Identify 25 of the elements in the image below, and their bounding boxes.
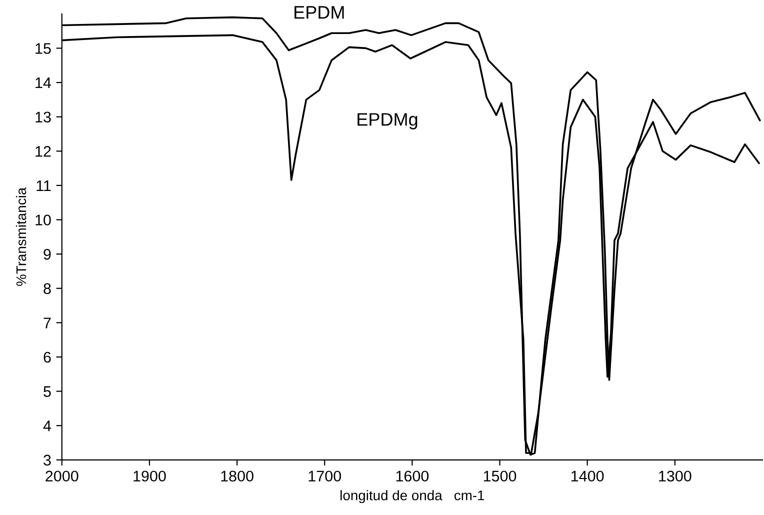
y-tick-label: 4 xyxy=(43,420,52,432)
y-tick-label: 9 xyxy=(44,248,51,260)
x-tick-label: 1400 xyxy=(572,470,604,482)
y-tick-label: 5 xyxy=(44,386,51,397)
x-tick-label: 1500 xyxy=(484,470,516,482)
y-tick-label: 12 xyxy=(36,146,51,157)
x-tick-label: 1900 xyxy=(134,470,166,482)
y-axis-title: %Transmitancia xyxy=(16,187,26,286)
y-tick-label: 7 xyxy=(44,318,51,328)
x-tick-label: 1800 xyxy=(221,470,254,482)
series-label: EPDM xyxy=(294,6,344,19)
y-tick-label: 3 xyxy=(44,454,51,466)
y-tick-label: 10 xyxy=(36,214,51,226)
y-tick-label: 14 xyxy=(36,78,52,88)
x-axis-title: longitud de onda cm-1 xyxy=(340,490,484,504)
y-tick-label: 13 xyxy=(36,112,51,123)
x-tick-label: 1300 xyxy=(659,470,692,482)
x-tick-label: 1700 xyxy=(308,470,341,482)
y-tick-label: 15 xyxy=(36,43,51,54)
y-tick-label: 6 xyxy=(44,352,51,363)
x-tick-label: 2000 xyxy=(46,470,78,482)
y-tick-label: 11 xyxy=(36,180,51,191)
x-tick-label: 1600 xyxy=(396,470,429,482)
y-tick-label: 8 xyxy=(44,283,51,294)
text: EPDMg xyxy=(358,113,418,130)
